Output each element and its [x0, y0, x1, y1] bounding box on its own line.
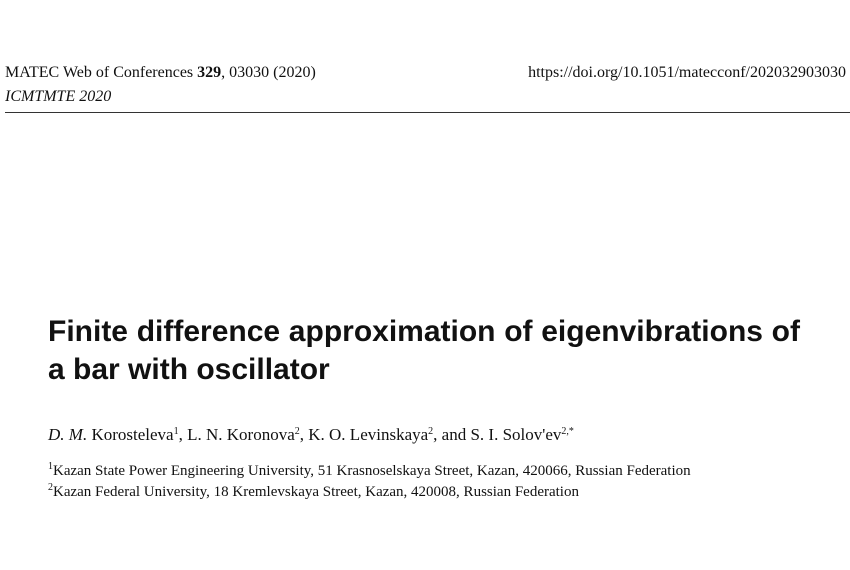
author-name: Korosteleva	[87, 425, 174, 444]
conference: ICMTMTE 2020	[5, 88, 112, 105]
author-affiliation-mark: 2,*	[561, 426, 574, 437]
journal: MATEC Web of Conferences	[5, 64, 194, 81]
author-separator: ,	[299, 425, 309, 444]
affiliation-mark: 2	[48, 482, 53, 493]
affiliation-mark: 1	[48, 461, 53, 472]
affiliation-text: Kazan State Power Engineering University…	[53, 463, 691, 479]
journal-line: MATEC Web of Conferences 329, 03030 (202…	[5, 64, 316, 82]
author-name: S. I. Solov'ev	[470, 425, 562, 444]
affiliations: 1Kazan State Power Engineering Universit…	[48, 461, 768, 503]
volume: 329	[197, 64, 222, 81]
author-separator: , and	[433, 425, 471, 444]
author-name: L. N. Koronova	[187, 425, 295, 444]
header-rule	[5, 112, 850, 113]
affiliation-text: Kazan Federal University, 18 Kremlevskay…	[53, 484, 579, 500]
affiliation: 1Kazan State Power Engineering Universit…	[48, 461, 768, 482]
author-affiliation-mark: 1	[173, 426, 179, 437]
authors: D. M. Korosteleva1, L. N. Koronova2, K. …	[48, 425, 574, 445]
author-initials: D. M.	[48, 425, 88, 444]
author-affiliation-mark: 2	[428, 426, 434, 437]
affiliation: 2Kazan Federal University, 18 Kremlevska…	[48, 482, 768, 503]
citation: , 03030 (2020)	[221, 64, 316, 81]
doi: https://doi.org/10.1051/matecconf/202032…	[528, 64, 846, 81]
author-separator: ,	[178, 425, 188, 444]
author-affiliation-mark: 2	[294, 426, 300, 437]
author-name: K. O. Levinskaya	[308, 425, 429, 444]
title: Finite difference approximation of eigen…	[48, 315, 800, 386]
